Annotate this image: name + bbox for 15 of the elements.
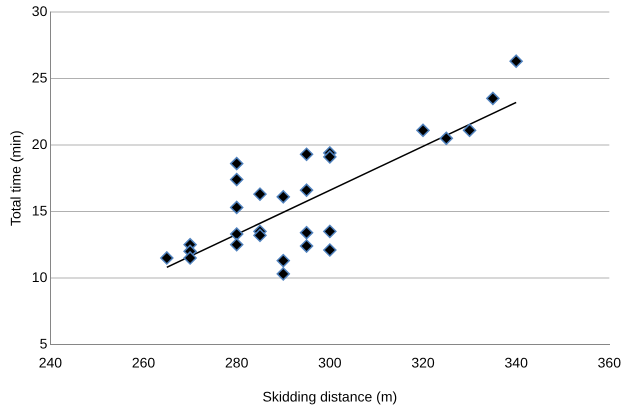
x-tick-label: 260 <box>132 354 156 371</box>
x-tick-label: 300 <box>318 354 342 371</box>
y-tick-label: 5 <box>40 335 48 352</box>
y-tick-label: 30 <box>32 2 48 19</box>
y-tick-label: 20 <box>32 136 48 152</box>
x-tick-label: 280 <box>225 354 249 371</box>
x-tick-label: 320 <box>411 354 435 371</box>
x-axis-title: Skidding distance (m) <box>262 388 398 404</box>
x-tick-label: 340 <box>504 354 528 371</box>
y-axis-title: Total time (min) <box>7 130 24 226</box>
y-tick-label: 15 <box>32 202 48 218</box>
y-tick-label: 25 <box>32 69 48 86</box>
x-tick-label: 360 <box>598 354 622 371</box>
y-tick-label: 10 <box>32 268 48 285</box>
x-tick-label: 240 <box>38 354 62 371</box>
